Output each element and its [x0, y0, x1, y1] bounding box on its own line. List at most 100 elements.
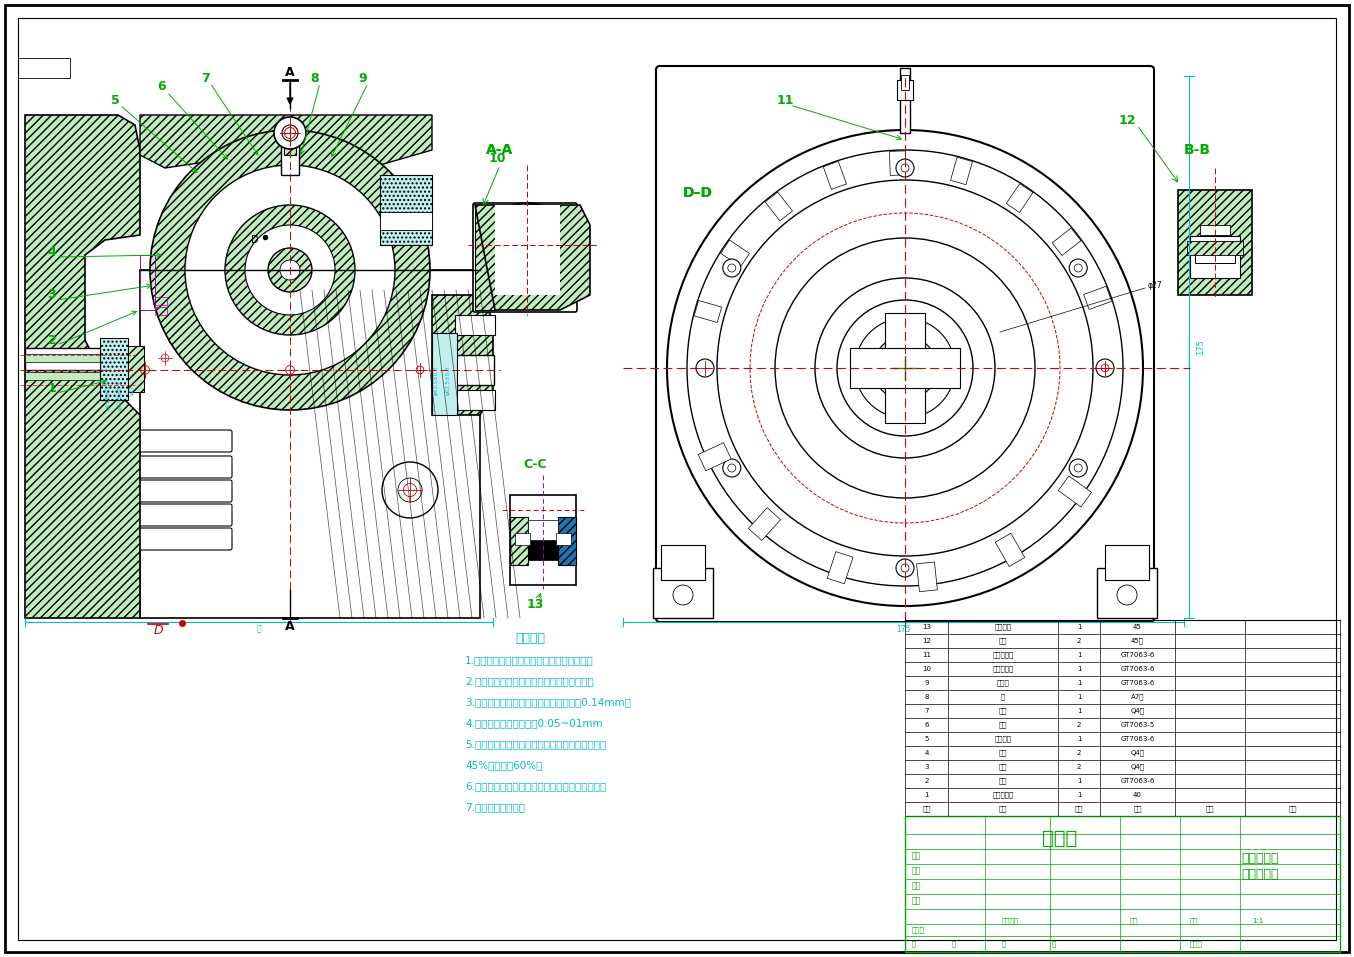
- Text: 材料: 材料: [1133, 806, 1141, 812]
- FancyBboxPatch shape: [473, 203, 577, 312]
- Text: 设计: 设计: [913, 852, 921, 860]
- Text: A-A: A-A: [486, 143, 513, 157]
- Bar: [1097, 568, 1158, 618]
- Bar: [890, 151, 906, 175]
- Text: 45鑰: 45鑰: [1131, 637, 1144, 644]
- Bar: [24, 354, 106, 362]
- Text: 5: 5: [111, 94, 119, 106]
- Text: 大行星架圈: 大行星架圈: [992, 791, 1014, 798]
- Text: 1: 1: [1076, 666, 1082, 672]
- Text: 1: 1: [47, 382, 57, 394]
- Text: φ27: φ27: [130, 385, 135, 395]
- Text: 图号: 图号: [1288, 806, 1297, 812]
- Bar: [995, 533, 1025, 567]
- Text: 13: 13: [922, 624, 932, 630]
- Bar: [886, 313, 925, 423]
- Text: 轴: 轴: [1001, 694, 1005, 701]
- Bar: [380, 175, 432, 245]
- Text: 10: 10: [489, 151, 506, 165]
- Circle shape: [1117, 585, 1137, 605]
- Text: 4.密封圈和封盖的间隙量0.05~01mm: 4.密封圈和封盖的间隙量0.05~01mm: [464, 718, 603, 728]
- Circle shape: [485, 203, 569, 287]
- Bar: [432, 333, 458, 415]
- Text: D: D: [153, 624, 162, 636]
- Bar: [1187, 241, 1243, 255]
- Text: GT7063-6: GT7063-6: [1120, 778, 1155, 784]
- Circle shape: [673, 585, 693, 605]
- Bar: [1200, 225, 1229, 235]
- Bar: [1083, 286, 1112, 309]
- Text: 1:1: 1:1: [1252, 918, 1263, 924]
- Bar: [510, 517, 528, 565]
- Circle shape: [282, 125, 298, 141]
- Text: 弹簧: 弹簧: [999, 749, 1007, 756]
- Text: 6.函数器模型多小尺寸小水机，不允许使用家占机: 6.函数器模型多小尺寸小水机，不允许使用家占机: [464, 781, 607, 791]
- Text: 底图号: 底图号: [1190, 941, 1202, 947]
- Bar: [139, 270, 481, 618]
- Circle shape: [268, 248, 311, 292]
- Text: 2: 2: [1076, 764, 1082, 770]
- Text: 11: 11: [922, 652, 932, 658]
- Text: Q4鑰: Q4鑰: [1131, 749, 1144, 756]
- Text: 6: 6: [157, 80, 167, 94]
- Circle shape: [225, 205, 355, 335]
- Text: 9: 9: [925, 680, 929, 686]
- FancyBboxPatch shape: [138, 504, 232, 526]
- Bar: [24, 372, 106, 380]
- Text: 大行星架: 大行星架: [994, 624, 1011, 631]
- Bar: [1105, 545, 1150, 580]
- Text: 1: 1: [1076, 680, 1082, 686]
- Polygon shape: [432, 295, 493, 415]
- Text: 弹簧: 弹簧: [999, 722, 1007, 728]
- Bar: [510, 495, 575, 585]
- Text: 2.减速器各齿轮啊啥等已经调试合格，涂油。: 2.减速器各齿轮啊啥等已经调试合格，涂油。: [464, 676, 594, 686]
- Text: 1: 1: [1076, 778, 1082, 784]
- Text: 2: 2: [47, 333, 57, 346]
- Text: φ62.5±0.3: φ62.5±0.3: [445, 366, 451, 394]
- Text: φ27: φ27: [1148, 280, 1163, 290]
- Bar: [129, 346, 144, 392]
- Bar: [455, 315, 496, 335]
- Text: A: A: [286, 619, 295, 633]
- Bar: [653, 568, 714, 618]
- Bar: [1178, 190, 1252, 295]
- Text: 偏轴: 偏轴: [999, 778, 1007, 785]
- Text: 批准: 批准: [913, 897, 921, 905]
- Bar: [661, 545, 705, 580]
- Text: 10: 10: [922, 666, 932, 672]
- Bar: [951, 157, 972, 185]
- Text: 张: 张: [952, 941, 956, 947]
- Bar: [24, 348, 106, 370]
- Bar: [282, 143, 299, 175]
- Text: GT7063-6: GT7063-6: [1120, 666, 1155, 672]
- Text: D–D: D–D: [682, 186, 714, 200]
- Circle shape: [521, 239, 533, 251]
- Polygon shape: [139, 115, 432, 168]
- Text: 1: 1: [1076, 624, 1082, 630]
- Bar: [432, 355, 494, 385]
- Bar: [749, 507, 780, 541]
- Text: 45: 45: [1133, 624, 1141, 630]
- Circle shape: [896, 559, 914, 577]
- Text: 12: 12: [922, 638, 932, 644]
- Circle shape: [280, 260, 301, 280]
- Text: 2: 2: [925, 778, 929, 784]
- Text: 11: 11: [776, 94, 793, 106]
- FancyBboxPatch shape: [138, 430, 232, 452]
- Text: 12: 12: [1118, 114, 1136, 126]
- Bar: [695, 300, 722, 323]
- FancyBboxPatch shape: [138, 480, 232, 502]
- Bar: [720, 240, 750, 267]
- Text: 175: 175: [896, 625, 910, 634]
- Circle shape: [1070, 459, 1087, 477]
- Text: 制图: 制图: [913, 866, 921, 876]
- Text: C-C: C-C: [523, 458, 547, 472]
- Circle shape: [513, 231, 542, 259]
- Text: 8: 8: [310, 72, 320, 84]
- Text: 略: 略: [257, 625, 261, 634]
- Bar: [904, 816, 1340, 952]
- Bar: [1196, 241, 1235, 263]
- Text: D: D: [252, 235, 259, 245]
- Bar: [284, 135, 297, 155]
- Text: GT7063-6: GT7063-6: [1120, 652, 1155, 658]
